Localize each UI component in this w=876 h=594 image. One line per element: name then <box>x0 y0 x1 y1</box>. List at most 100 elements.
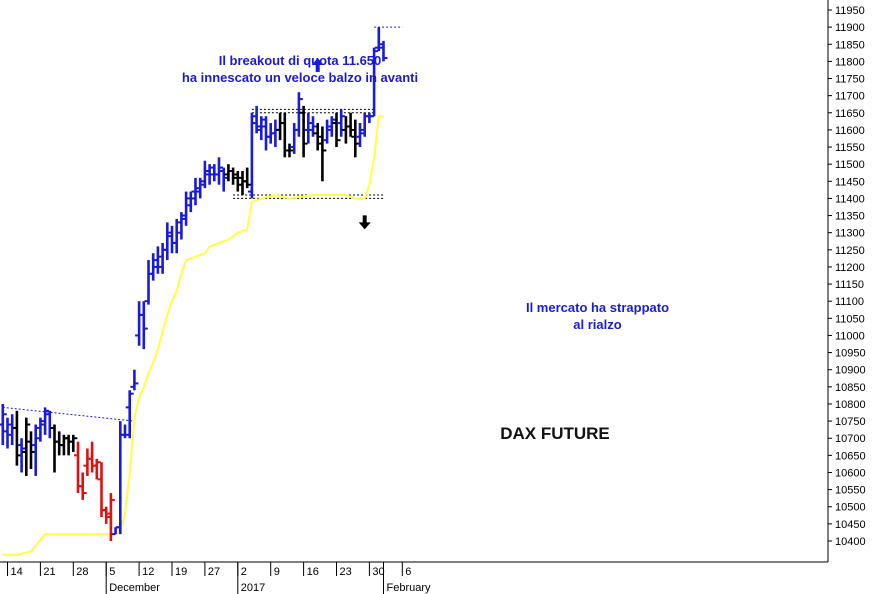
ohlc-bar <box>149 253 158 281</box>
y-tick-label: 10500 <box>835 502 866 514</box>
y-tick-label: 11550 <box>835 142 865 154</box>
ohlc-bar <box>346 112 355 137</box>
y-tick-label: 10650 <box>835 450 866 462</box>
month-label: 2017 <box>241 582 265 594</box>
ohlc-bar <box>294 92 303 137</box>
ohlc-bar <box>219 167 228 192</box>
plot-area <box>0 0 828 562</box>
ohlc-bar <box>205 164 214 185</box>
rally-annotation: Il mercato ha strappato al rialzo <box>490 299 705 333</box>
x-tick-label: 12 <box>142 566 154 578</box>
x-tick-label: 6 <box>405 566 411 578</box>
y-tick-label: 10750 <box>835 416 866 428</box>
y-tick-label: 10950 <box>835 348 866 360</box>
y-tick-label: 11650 <box>835 108 865 120</box>
ohlc-bar <box>379 40 388 62</box>
y-tick-label: 11700 <box>835 91 865 103</box>
x-tick-label: 2 <box>241 566 247 578</box>
y-tick-label: 10850 <box>835 382 866 394</box>
y-axis: 10400 10450 10500 10550 10600 10650 10700 10750… <box>827 0 866 562</box>
ohlc-bar <box>78 472 87 500</box>
x-tick-label: 27 <box>208 566 220 578</box>
y-tick-label: 11350 <box>835 211 865 223</box>
ohlc-bar <box>285 143 294 158</box>
y-tick-label: 11150 <box>835 279 864 291</box>
ohlc-bar <box>309 116 317 137</box>
x-tick-label: 16 <box>307 566 319 578</box>
ohlc-bar <box>318 126 327 182</box>
ohlc-bar <box>41 407 50 435</box>
y-tick-label: 11200 <box>835 262 865 274</box>
y-tick-label: 10700 <box>835 433 866 445</box>
ohlc-bar <box>233 171 242 192</box>
ohlc-bar <box>200 160 209 189</box>
ohlc-bar <box>69 434 78 452</box>
bars-layer <box>0 27 388 541</box>
ohlc-bar <box>121 424 129 439</box>
y-tick-label: 11900 <box>835 22 865 34</box>
ohlc-bar <box>215 157 223 185</box>
y-tick-label: 11450 <box>835 176 865 188</box>
up-arrow-icon <box>311 57 324 72</box>
ohlc-bar <box>252 105 261 134</box>
breakout-annotation: Il breakout di quota 11.650 ha innescato… <box>140 52 460 86</box>
y-tick-label: 10450 <box>835 519 866 531</box>
ohlc-bar <box>186 191 195 213</box>
ohlc-bar <box>102 506 111 524</box>
ohlc-bar <box>182 191 191 226</box>
x-tick-label: 28 <box>76 566 88 578</box>
ohlc-bar <box>106 493 115 541</box>
ohlc-bar <box>130 369 139 391</box>
ohlc-bar <box>191 177 200 206</box>
trailing-stop-layer <box>2 115 384 556</box>
x-tick-label: 14 <box>11 566 23 578</box>
ohlc-bar <box>163 222 172 261</box>
ohlc-bar <box>3 417 12 449</box>
ohlc-bar <box>196 177 205 199</box>
y-tick-label: 11500 <box>835 159 865 171</box>
y-tick-label: 11050 <box>835 313 865 325</box>
y-tick-label: 10550 <box>835 485 866 497</box>
ohlc-bar <box>313 123 322 151</box>
y-tick-label: 10900 <box>835 365 866 377</box>
ohlc-bar <box>356 123 364 148</box>
y-tick-label: 11750 <box>835 74 865 86</box>
ohlc-bar <box>125 390 134 439</box>
month-label: December <box>109 582 160 594</box>
x-tick-label: 5 <box>109 566 115 578</box>
chart-title: DAX FUTURE <box>500 424 610 443</box>
y-tick-label: 11300 <box>835 228 865 240</box>
y-tick-label: 11850 <box>835 39 865 51</box>
ohlc-bar <box>304 112 313 144</box>
x-tick-label: 21 <box>43 566 55 578</box>
y-tick-label: 11950 <box>835 5 865 17</box>
x-axis: 14 21 28 5 12 19 27 2 9 16 23 30 6 December 2017 Februa… <box>0 561 828 594</box>
x-tick-label: 23 <box>340 566 352 578</box>
rally-annotation-line-1: Il mercato ha strappato <box>525 300 670 315</box>
ohlc-bar <box>327 116 336 137</box>
rally-annotation-line-2: al rialzo <box>573 317 622 332</box>
y-tick-label: 11600 <box>835 125 865 137</box>
down-arrow-icon <box>358 215 371 230</box>
ohlc-bar <box>17 438 26 473</box>
ohlc-bar <box>27 431 35 470</box>
y-tick-label: 11000 <box>835 330 865 342</box>
ohlc-bar <box>22 417 31 476</box>
y-tick-label: 10600 <box>835 467 866 479</box>
ohlc-bar <box>323 119 332 144</box>
y-tick-label: 10800 <box>835 399 866 411</box>
ohlc-bar <box>337 109 346 137</box>
y-tick-label: 11100 <box>835 296 864 308</box>
ohlc-bar <box>257 116 266 141</box>
ohlc-bar <box>172 218 181 254</box>
ohlc-bar <box>247 112 256 199</box>
y-tick-label: 11800 <box>835 56 865 68</box>
y-tick-label: 11400 <box>835 193 865 205</box>
ohlc-bar <box>153 246 162 274</box>
ohlc-bar <box>0 403 7 446</box>
ohlc-bar <box>370 47 379 118</box>
ohlc-bar <box>139 301 148 350</box>
ohlc-bar <box>177 212 186 240</box>
ohlc-bar <box>12 410 21 466</box>
